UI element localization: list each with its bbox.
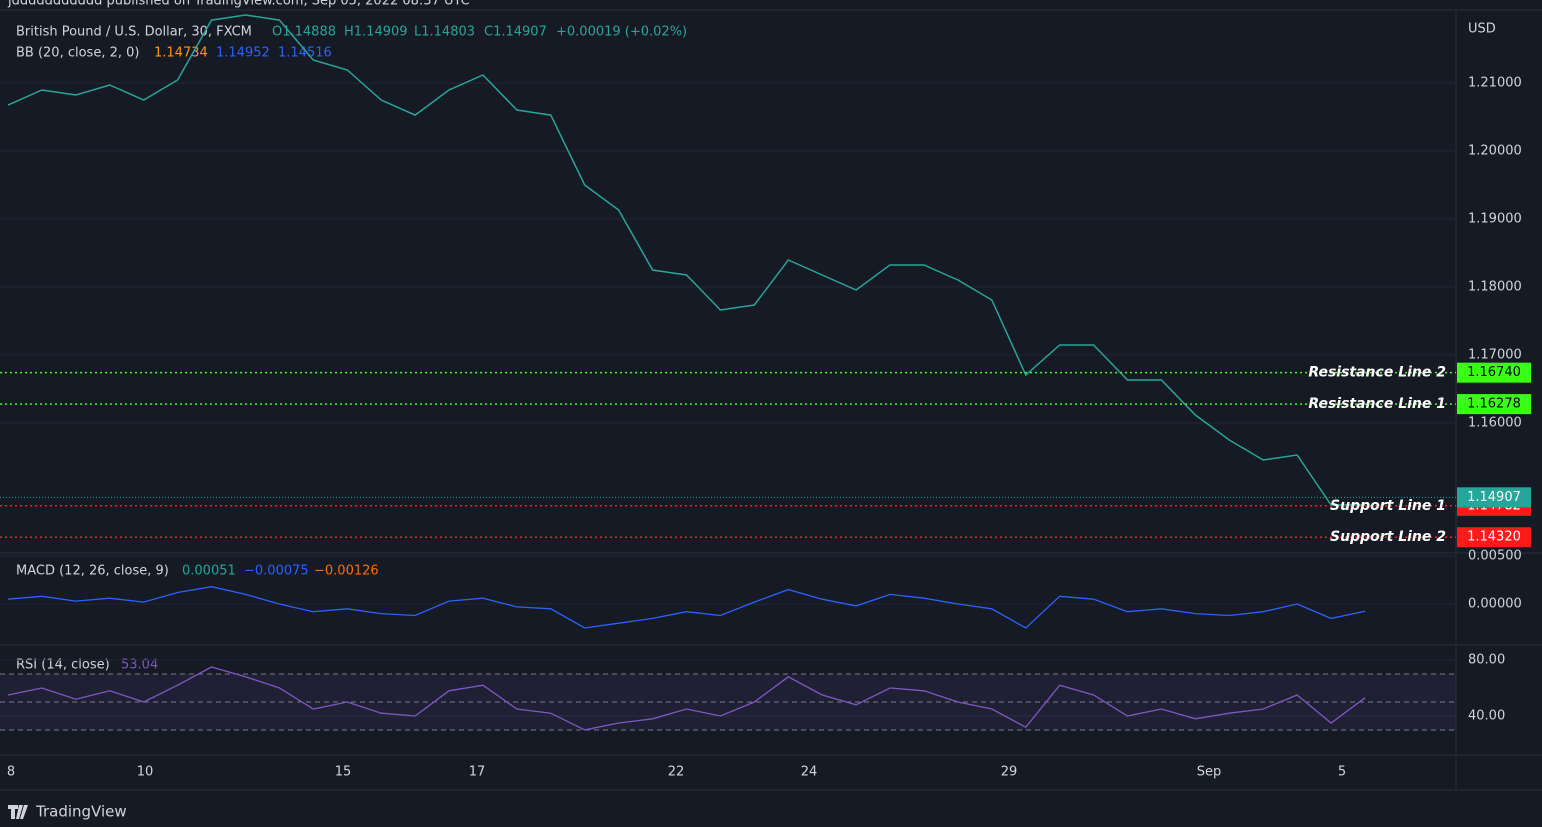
macd-signal: −0.00126 (314, 564, 379, 579)
level-name: Support Line 2 (1330, 529, 1446, 545)
change: +0.00019 (+0.02%) (556, 25, 687, 40)
brand: TradingView (35, 803, 127, 821)
tradingview-logo[interactable]: TradingView (8, 803, 127, 821)
level-price: 1.14320 (1467, 530, 1521, 545)
bb-upper: 1.14952 (216, 46, 270, 61)
logo-icon (8, 805, 28, 819)
level-box (1457, 362, 1531, 383)
close: C1.14907 (484, 25, 547, 40)
series-line (7, 586, 1366, 629)
y-tick-label: 0.00000 (1468, 596, 1522, 611)
open: O1.14888 (272, 25, 336, 40)
macd-value: −0.00075 (244, 564, 309, 579)
y-tick-label: 1.19000 (1468, 212, 1522, 227)
x-tick-label: 24 (801, 765, 818, 780)
last-price-box (1457, 487, 1531, 508)
x-tick-label: 10 (137, 765, 154, 780)
y-tick-label: 40.00 (1468, 708, 1505, 723)
published-note: jddddddddddd published on TradingView.co… (7, 0, 470, 9)
y-tick-label: 1.18000 (1468, 280, 1522, 295)
series-line (7, 666, 1366, 731)
y-tick-label: 80.00 (1468, 652, 1505, 667)
macd-hist: 0.00051 (182, 564, 236, 579)
y-tick-label: 1.16000 (1468, 415, 1522, 430)
series-line (7, 14, 1365, 506)
macd-label: MACD (12, 26, close, 9) (16, 564, 169, 579)
rsi-value: 53.04 (121, 658, 158, 673)
level-box (1457, 527, 1531, 548)
level-name: Support Line 1 (1330, 498, 1446, 514)
level-box (1457, 394, 1531, 415)
symbol: British Pound / U.S. Dollar, 30, FXCM (16, 25, 252, 40)
level-name: Resistance Line 2 (1308, 365, 1446, 381)
x-tick-label: 17 (469, 765, 486, 780)
x-tick-label: Sep (1197, 765, 1222, 780)
y-tick-label: 1.20000 (1468, 144, 1522, 159)
low: L1.14803 (414, 25, 475, 40)
last-price: 1.14907 (1467, 490, 1521, 505)
level-price: 1.16278 (1467, 397, 1521, 412)
bb-label: BB (20, close, 2, 0) (16, 46, 139, 61)
y-tick-label: 1.21000 (1468, 76, 1522, 91)
rsi-band (0, 673, 1456, 730)
currency: USD (1468, 22, 1496, 37)
x-tick-label: 29 (1001, 765, 1018, 780)
y-tick-label: 0.00500 (1468, 548, 1522, 563)
x-tick-label: 8 (7, 765, 15, 780)
level-price: 1.16740 (1467, 365, 1521, 380)
high: H1.14909 (344, 25, 408, 40)
y-tick-label: 1.17000 (1468, 348, 1522, 363)
x-tick-label: 15 (335, 765, 352, 780)
level-name: Resistance Line 1 (1308, 396, 1446, 412)
x-tick-label: 5 (1338, 765, 1346, 780)
rsi-label: RSI (14, close) (16, 658, 110, 673)
x-tick-label: 22 (668, 765, 685, 780)
bb-basis: 1.14734 (154, 46, 208, 61)
bb-lower: 1.14516 (278, 46, 332, 61)
